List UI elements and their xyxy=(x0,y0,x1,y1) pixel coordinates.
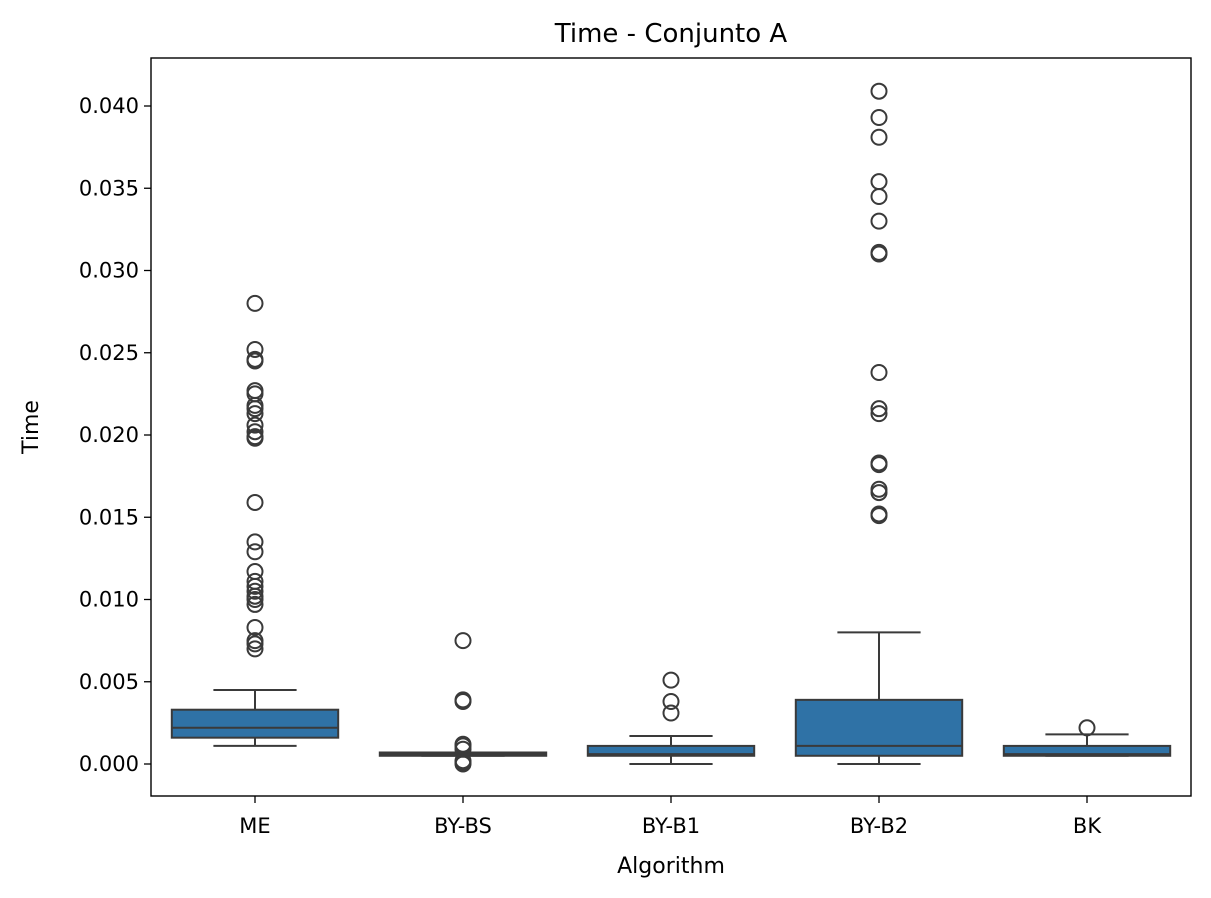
box-by-b2 xyxy=(794,82,964,765)
x-tick-label: BY-B1 xyxy=(642,814,700,838)
outlier-point xyxy=(662,704,680,722)
outlier-point xyxy=(870,128,888,146)
outlier-point xyxy=(246,429,264,447)
outlier-point xyxy=(246,635,264,653)
iqr-box xyxy=(170,708,340,739)
outlier-point xyxy=(246,582,264,600)
outlier-point xyxy=(870,245,888,263)
outlier-point xyxy=(870,173,888,191)
outlier-point xyxy=(662,671,680,689)
outlier-point xyxy=(454,692,472,710)
y-tick-label: 0.030 xyxy=(79,259,139,283)
outlier-point xyxy=(870,109,888,127)
y-axis: 0.000 0.005 0.010 0.015 0.020 0.025 0.030 0.035… xyxy=(79,94,151,776)
boxes-group xyxy=(170,82,1172,773)
outlier-point xyxy=(246,493,264,511)
outlier-point xyxy=(870,400,888,418)
outlier-point xyxy=(246,591,264,608)
outlier-point xyxy=(454,632,472,650)
y-tick-label: 0.010 xyxy=(79,588,139,612)
plot-frame xyxy=(150,57,1192,797)
outlier-point xyxy=(870,484,888,502)
box-by-b1 xyxy=(586,671,756,765)
box-bk xyxy=(1002,719,1172,757)
box-by-bs xyxy=(378,632,548,773)
iqr-box xyxy=(794,698,964,757)
y-tick-label: 0.020 xyxy=(79,423,139,447)
outlier-point xyxy=(246,382,264,400)
outlier-point xyxy=(246,400,264,418)
x-tick-label: BY-BS xyxy=(434,814,492,838)
iqr-box xyxy=(1002,744,1172,757)
outlier-point xyxy=(454,755,472,773)
y-axis-label: Time xyxy=(19,400,44,455)
outlier-point xyxy=(246,340,264,358)
outlier-point xyxy=(246,294,264,312)
outlier-point xyxy=(246,640,264,658)
outlier-point xyxy=(662,692,680,710)
outlier-point xyxy=(246,405,264,423)
box-me xyxy=(170,294,340,747)
outlier-point xyxy=(246,595,264,613)
x-axis: ME BY-BS BY-B1 BY-B2 BK xyxy=(239,796,1102,838)
x-tick-label: ME xyxy=(239,814,270,838)
outlier-point xyxy=(870,363,888,381)
outlier-point xyxy=(246,416,264,434)
y-tick-label: 0.005 xyxy=(79,670,139,694)
outlier-point xyxy=(246,618,264,636)
outlier-point xyxy=(870,480,888,498)
outlier-point xyxy=(1078,719,1096,737)
x-axis-label: Algorithm xyxy=(617,854,725,879)
outlier-point xyxy=(246,577,264,595)
outlier-point xyxy=(246,533,264,551)
y-tick-label: 0.025 xyxy=(79,341,139,365)
y-tick-label: 0.000 xyxy=(79,752,139,776)
outlier-point xyxy=(246,543,264,561)
outlier-point xyxy=(870,507,888,525)
x-tick-label: BY-B2 xyxy=(850,814,908,838)
y-tick-label: 0.035 xyxy=(79,176,139,200)
outlier-point xyxy=(246,352,264,370)
outlier-point xyxy=(870,82,888,100)
outlier-point xyxy=(246,423,264,441)
iqr-box xyxy=(586,744,756,757)
y-tick-label: 0.040 xyxy=(79,94,139,118)
x-tick-label: BK xyxy=(1073,814,1102,838)
outlier-point xyxy=(870,405,888,423)
outlier-point xyxy=(870,187,888,205)
outlier-point xyxy=(870,212,888,230)
outlier-point xyxy=(870,456,888,474)
y-tick-label: 0.015 xyxy=(79,505,139,529)
chart-title: Time - Conjunto A xyxy=(554,19,788,49)
